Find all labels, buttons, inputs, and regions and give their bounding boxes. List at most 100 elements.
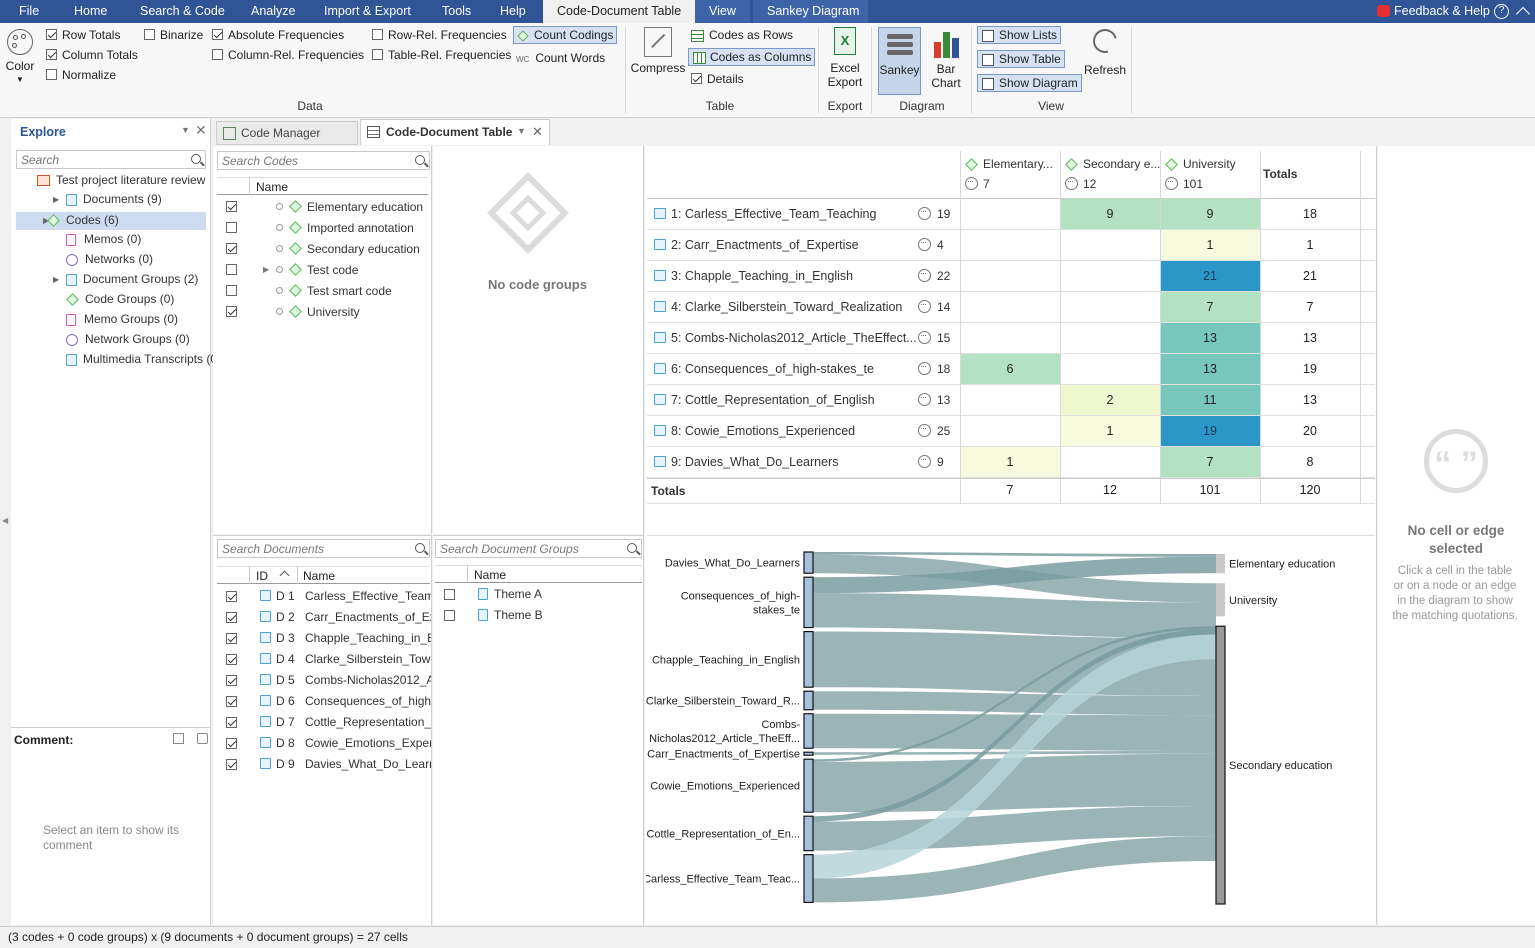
column-totals-checkbox[interactable]: Column Totals: [46, 48, 138, 62]
matrix-cell[interactable]: [960, 230, 1060, 260]
tab-code-manager[interactable]: Code Manager: [216, 121, 358, 145]
document-checkbox[interactable]: [226, 633, 237, 644]
codes-as-columns-button[interactable]: Codes as Columns: [688, 48, 816, 66]
explore-item-memos[interactable]: Memos (0): [66, 232, 141, 246]
menu-sankey-diagram[interactable]: Sankey Diagram: [753, 0, 868, 23]
matrix-cell[interactable]: [960, 323, 1060, 353]
excel-export-button[interactable]: X Excel Export: [824, 27, 866, 89]
matrix-cell[interactable]: [960, 199, 1060, 229]
codes-as-rows-button[interactable]: Codes as Rows: [691, 28, 793, 42]
document-checkbox[interactable]: [226, 612, 237, 623]
save-comment-icon[interactable]: [197, 733, 208, 744]
matrix-cell[interactable]: [1060, 323, 1160, 353]
open-comment-icon[interactable]: [173, 733, 184, 744]
expand-icon[interactable]: ▶: [53, 195, 60, 204]
show-diagram-button[interactable]: Show Diagram: [977, 74, 1082, 92]
sankey-flow[interactable]: [813, 556, 1216, 594]
matrix-cell[interactable]: 9: [1060, 199, 1160, 229]
table-rel-frequencies-checkbox[interactable]: Table-Rel. Frequencies: [372, 48, 511, 62]
document-checkbox[interactable]: [226, 717, 237, 728]
codes-name-header[interactable]: Name: [256, 180, 289, 194]
code-name[interactable]: Test smart code: [307, 284, 392, 298]
row-document-name[interactable]: 5: Combs-Nicholas2012_Article_TheEffect.…: [671, 331, 917, 345]
sankey-left-node[interactable]: [803, 551, 814, 574]
sankey-button[interactable]: Sankey: [878, 27, 921, 95]
help-icon[interactable]: ?: [1494, 4, 1509, 19]
matrix-cell[interactable]: 2: [1060, 385, 1160, 415]
document-group-checkbox[interactable]: [444, 589, 455, 600]
bar-chart-button[interactable]: Bar Chart: [925, 27, 967, 90]
row-totals-checkbox[interactable]: Row Totals: [46, 28, 120, 42]
column-header-name[interactable]: Elementary...: [983, 157, 1053, 171]
menu-import-export[interactable]: Import & Export: [324, 4, 411, 18]
document-name[interactable]: Carless_Effective_Team_: [305, 589, 431, 603]
code-name[interactable]: Elementary education: [307, 200, 424, 214]
normalize-checkbox[interactable]: Normalize: [46, 68, 116, 82]
menu-help[interactable]: Help: [500, 4, 526, 18]
absolute-frequencies-checkbox[interactable]: Absolute Frequencies: [212, 28, 344, 42]
row-document-name[interactable]: 2: Carr_Enactments_of_Expertise: [671, 238, 859, 252]
document-name[interactable]: Chapple_Teaching_in_Er: [305, 631, 431, 645]
matrix-cell[interactable]: [1060, 354, 1160, 384]
code-name[interactable]: Secondary education: [307, 242, 420, 256]
search-documents-input[interactable]: Search Documents: [217, 539, 430, 558]
matrix-cell[interactable]: [1060, 230, 1160, 260]
sankey-left-node[interactable]: [803, 690, 814, 711]
show-table-button[interactable]: Show Table: [977, 50, 1065, 68]
explore-item-memo-groups[interactable]: Memo Groups (0): [66, 312, 178, 326]
document-name[interactable]: Consequences_of_high-: [305, 694, 431, 708]
sankey-left-node[interactable]: [803, 854, 814, 903]
row-document-name[interactable]: 6: Consequences_of_high-stakes_te: [671, 362, 874, 376]
code-checkbox[interactable]: [226, 306, 237, 317]
show-lists-button[interactable]: Show Lists: [977, 26, 1062, 44]
matrix-cell[interactable]: 21: [1160, 261, 1260, 291]
code-checkbox[interactable]: [226, 243, 237, 254]
matrix-cell[interactable]: 13: [1160, 354, 1260, 384]
document-name[interactable]: Davies_What_Do_Learne: [305, 757, 431, 771]
sankey-right-node[interactable]: [1215, 625, 1226, 905]
sankey-right-node[interactable]: [1216, 583, 1225, 617]
matrix-cell[interactable]: 13: [1160, 323, 1260, 353]
menu-file[interactable]: File: [19, 4, 40, 18]
matrix-cell[interactable]: 1: [960, 447, 1060, 477]
matrix-cell[interactable]: 6: [960, 354, 1060, 384]
document-name[interactable]: Clarke_Silberstein_Towa: [305, 652, 431, 666]
menu-code-document-table[interactable]: Code-Document Table: [543, 0, 696, 23]
tab-code-document-table[interactable]: Code-Document Table ▼ ✕: [360, 119, 550, 145]
menu-view[interactable]: View: [695, 0, 750, 23]
tab-menu-icon[interactable]: ▼: [517, 126, 526, 136]
row-document-name[interactable]: 7: Cottle_Representation_of_English: [671, 393, 875, 407]
project-root[interactable]: Test project literature review: [37, 173, 205, 187]
document-group-name[interactable]: Theme A: [494, 587, 543, 601]
explore-search-input[interactable]: Search: [16, 150, 206, 169]
row-rel-frequencies-checkbox[interactable]: Row-Rel. Frequencies: [372, 28, 507, 42]
matrix-cell[interactable]: [1060, 292, 1160, 322]
sankey-flow[interactable]: [813, 593, 1216, 639]
document-checkbox[interactable]: [226, 696, 237, 707]
code-checkbox[interactable]: [226, 201, 237, 212]
code-checkbox[interactable]: [226, 285, 237, 296]
matrix-cell[interactable]: 9: [1160, 199, 1260, 229]
sankey-left-node[interactable]: [803, 576, 814, 629]
explore-item-docs[interactable]: ▶ Documents (9): [53, 192, 162, 206]
document-checkbox[interactable]: [226, 738, 237, 749]
matrix-cell[interactable]: 1: [1060, 416, 1160, 446]
code-name[interactable]: University: [307, 305, 360, 319]
column-rel-frequencies-checkbox[interactable]: Column-Rel. Frequencies: [212, 48, 364, 62]
matrix-cell[interactable]: 7: [1160, 447, 1260, 477]
count-codings-button[interactable]: Count Codings: [513, 26, 618, 44]
docs-name-header[interactable]: Name: [303, 569, 336, 583]
matrix-cell[interactable]: 1: [1160, 230, 1260, 260]
expand-icon[interactable]: ▶: [43, 216, 50, 225]
count-words-button[interactable]: WC Count Words: [516, 51, 606, 65]
expand-icon[interactable]: ▶: [263, 265, 270, 274]
sankey-flow[interactable]: [813, 634, 1216, 879]
search-codes-input[interactable]: Search Codes: [217, 151, 430, 170]
document-name[interactable]: Cowie_Emotions_Experi: [305, 736, 431, 750]
explore-item-codes[interactable]: ▶ Codes (6): [16, 212, 206, 230]
sankey-flow[interactable]: [813, 626, 1216, 762]
matrix-cell[interactable]: [960, 261, 1060, 291]
search-document-groups-input[interactable]: Search Document Groups: [435, 539, 642, 558]
menu-home[interactable]: Home: [74, 4, 108, 18]
sankey-flow[interactable]: [813, 552, 1216, 557]
